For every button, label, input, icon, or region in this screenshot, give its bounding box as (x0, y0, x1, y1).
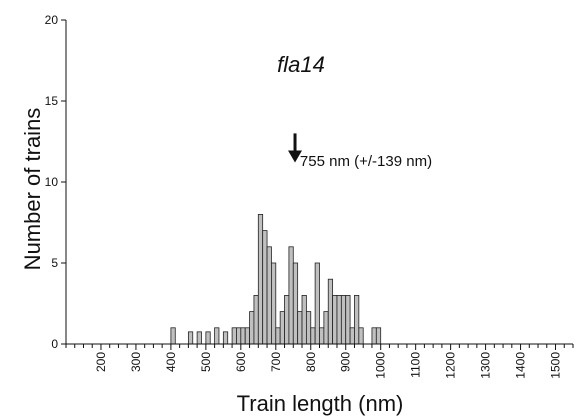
bar-33 (349, 327, 355, 345)
y-tick-label: 20 (45, 13, 59, 27)
x-tick-label: 600 (234, 352, 248, 372)
x-tick-label: 800 (304, 352, 318, 372)
arrow-head (288, 150, 303, 163)
bar-14 (266, 246, 272, 345)
bar-1 (187, 331, 194, 345)
axes-layer: 200 300 400 500 600 700 800 900 1000 1100 1200 1300… (45, 13, 574, 379)
bar-6 (231, 327, 237, 345)
bar-28 (327, 278, 334, 345)
bar-35 (358, 327, 364, 345)
x-tick-label: 1100 (409, 352, 423, 378)
x-axis-title: Train length (nm) (237, 391, 404, 416)
bar-21 (297, 311, 303, 345)
bar-19 (288, 246, 294, 345)
bar-36 (371, 327, 377, 345)
x-tick-label: 200 (94, 352, 108, 372)
bar-23 (305, 311, 312, 345)
x-tick-label: 300 (129, 352, 143, 372)
bar-34 (354, 294, 360, 345)
bar-11 (253, 294, 259, 345)
y-tick-label: 10 (45, 175, 59, 189)
bar-30 (336, 294, 342, 345)
bar-13 (262, 230, 268, 345)
bar-25 (314, 262, 320, 345)
bar-27 (323, 311, 329, 345)
x-tick-label: 400 (164, 352, 178, 372)
y-tick-label: 0 (51, 337, 58, 351)
bar-16 (275, 327, 281, 345)
bar-8 (240, 327, 246, 345)
x-tick-label: 1300 (479, 352, 493, 379)
bar-15 (271, 262, 277, 345)
bar-29 (332, 294, 338, 345)
bar-7 (236, 327, 242, 345)
bar-37 (375, 327, 382, 345)
annotation-label: 755 nm (+/-139 nm) (300, 153, 432, 170)
bar-2 (196, 331, 202, 345)
x-tick-label: 900 (339, 352, 353, 372)
bar-32 (345, 294, 351, 345)
annotation-arrow (288, 133, 303, 163)
bar-22 (301, 294, 307, 345)
bar-24 (310, 327, 316, 345)
bar-0 (170, 327, 176, 345)
bar-20 (292, 262, 299, 345)
bar-5 (222, 331, 229, 345)
bar-18 (284, 294, 290, 345)
bar-9 (244, 327, 250, 345)
bar-10 (249, 311, 255, 345)
x-tick-label: 1200 (444, 352, 458, 379)
bar-3 (205, 331, 211, 345)
y-tick-label: 5 (51, 256, 58, 270)
chart-title: fla14 (277, 52, 325, 77)
bars-layer (170, 213, 382, 345)
x-tick-label: 1000 (374, 352, 388, 379)
x-tick-label: 500 (199, 352, 213, 372)
y-axis-title: Number of trains (20, 108, 45, 271)
bar-4 (214, 327, 220, 345)
y-tick-label: 15 (45, 94, 59, 108)
bar-31 (340, 294, 347, 345)
x-tick-label: 700 (269, 352, 283, 372)
bar-26 (319, 327, 325, 345)
x-tick-label: 1400 (514, 352, 528, 379)
bar-17 (279, 311, 285, 345)
x-tick-label: 1500 (549, 352, 563, 379)
bar-12 (257, 213, 264, 345)
